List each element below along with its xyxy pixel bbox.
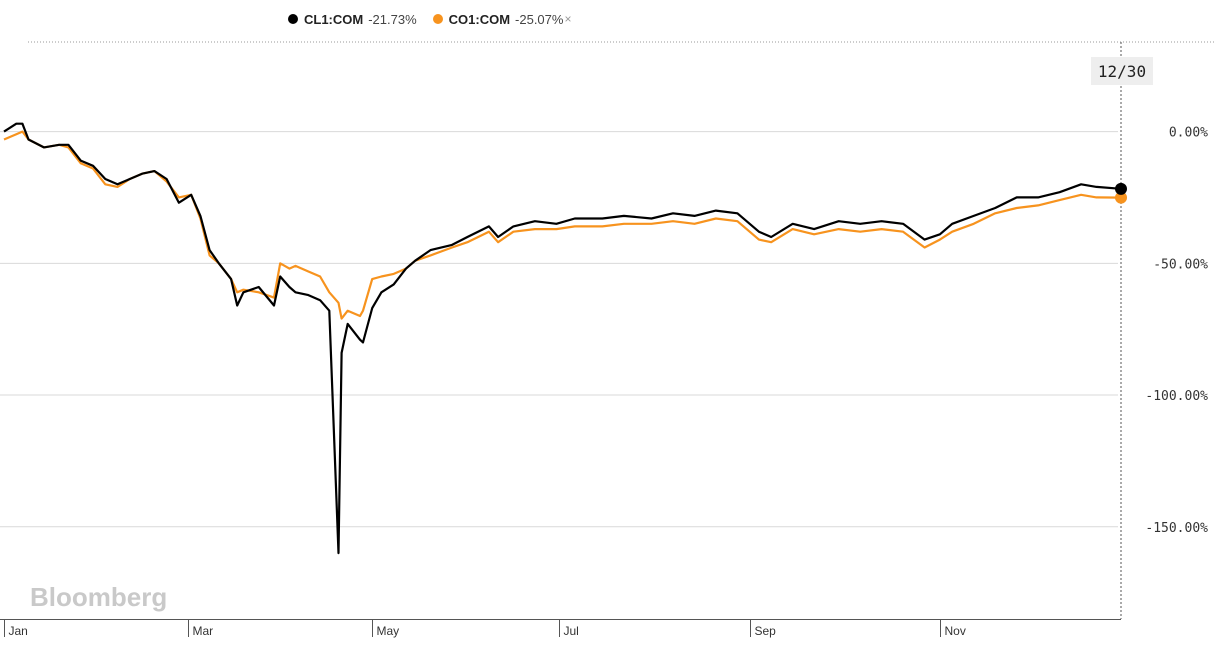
series-layer <box>3 122 1122 555</box>
series-line-co1 <box>3 130 1122 320</box>
crosshair-date-label: 12/30 <box>1098 62 1146 81</box>
x-tick-label: Jan <box>9 624 28 638</box>
y-tick-label: -50.00% <box>1153 257 1208 272</box>
series-end-dot-cl1 <box>1115 182 1127 195</box>
y-tick-label: -100.00% <box>1145 389 1208 404</box>
legend-name-cl1: CL1:COM <box>304 11 364 27</box>
y-axis: 0.00% -50.00% -100.00% -150.00% <box>1145 126 1208 536</box>
gridlines <box>0 131 1118 528</box>
x-tick-label: Mar <box>193 624 214 638</box>
crosshair-date-badge-bg <box>1091 57 1153 85</box>
legend-item-co1[interactable]: CO1:COM -25.07% <box>432 11 564 27</box>
end-dots <box>1115 182 1127 204</box>
x-tick-label: Nov <box>945 624 966 638</box>
legend-change-cl1: -21.73% <box>368 11 417 27</box>
x-tick-label: Sep <box>755 624 777 638</box>
legend-item-cl1[interactable]: CL1:COM -21.73% <box>288 12 417 27</box>
x-tick-label: Jul <box>564 624 579 638</box>
legend-dot-co1 <box>432 14 443 24</box>
legend-dot-cl1 <box>288 14 298 24</box>
bloomberg-watermark: Bloomberg <box>30 582 167 612</box>
series-line-cl1 <box>3 122 1122 555</box>
legend: CL1:COM -21.73% CO1:COM -25.07% × <box>288 8 571 30</box>
y-tick-label: -150.00% <box>1145 521 1208 536</box>
legend-change-co1: -25.07% <box>515 11 564 27</box>
x-axis: Jan Mar May Jul Sep Nov <box>4 619 966 638</box>
x-tick-label: May <box>377 624 400 638</box>
close-icon[interactable]: × <box>564 12 572 26</box>
series-end-dot-co1 <box>1115 191 1127 204</box>
crosshair-date-badge: 12/30 <box>1091 57 1153 85</box>
y-tick-label: 0.00% <box>1169 126 1208 141</box>
legend-name-co1: CO1:COM <box>448 11 511 27</box>
